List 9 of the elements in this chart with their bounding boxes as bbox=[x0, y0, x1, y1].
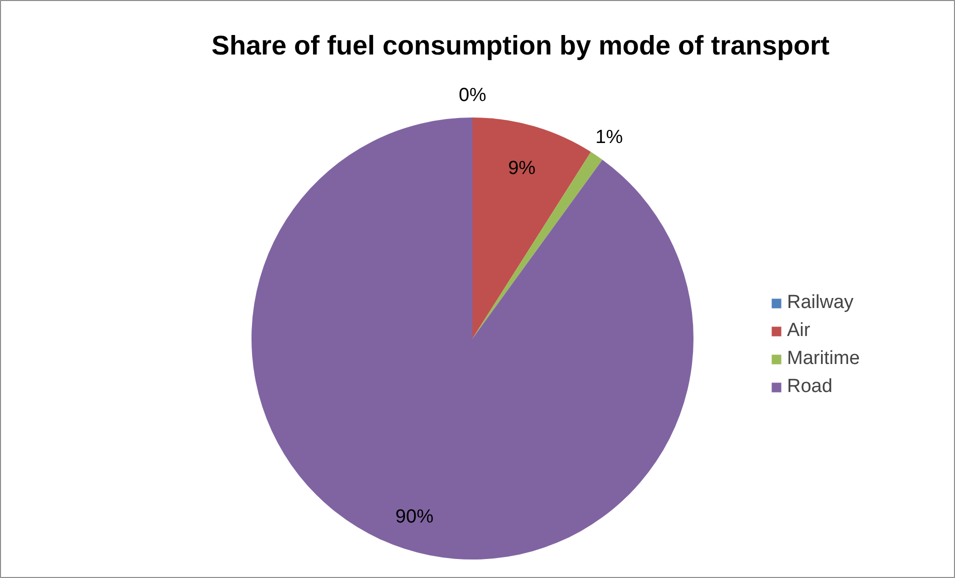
legend-label: Road bbox=[787, 376, 832, 398]
legend-label: Railway bbox=[787, 292, 854, 314]
data-label: 9% bbox=[508, 158, 536, 180]
text: 0% bbox=[458, 84, 486, 106]
legend-label: Maritime bbox=[787, 348, 860, 370]
legend-label: Air bbox=[787, 320, 810, 342]
chart-title: Share of fuel consumption by mode of transport bbox=[211, 30, 830, 60]
data-label: 1% bbox=[595, 126, 623, 148]
data-label: 90% bbox=[395, 506, 434, 528]
